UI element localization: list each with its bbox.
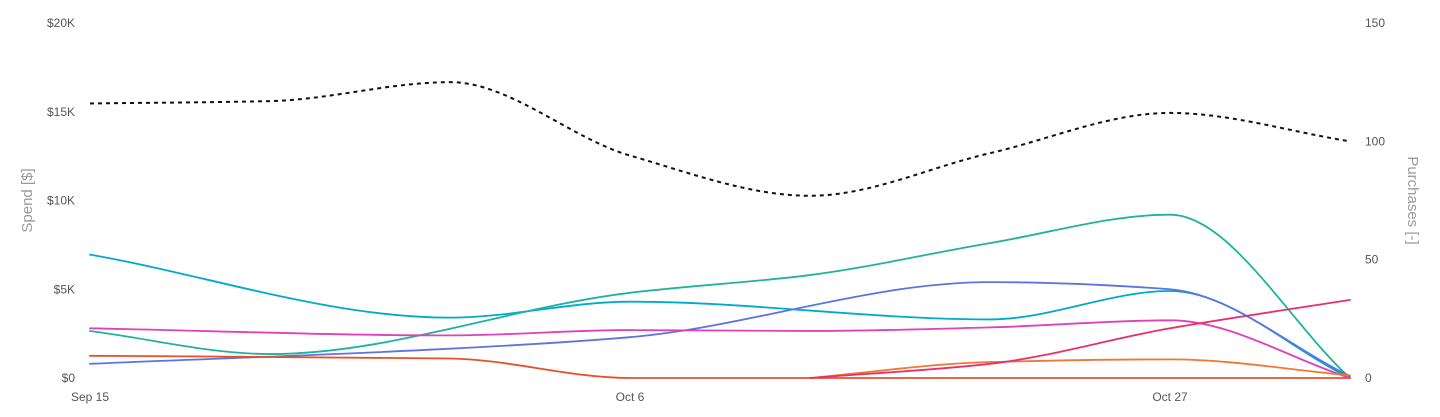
series-line-2: [89, 213, 1351, 379]
x-axis: Sep 15 Oct 6 Oct 27: [71, 390, 1188, 404]
x-tick-label: Sep 15: [71, 390, 109, 404]
left-axis: $0 $5K $10K $15K $20K: [47, 16, 75, 385]
x-tick-label: Oct 27: [1152, 390, 1188, 404]
y-tick-label: $0: [62, 371, 76, 385]
series-line-6: [809, 358, 1351, 379]
y-axis-title: Spend [$]: [19, 168, 36, 232]
y-tick-label: $20K: [47, 16, 75, 30]
y-tick-label: $15K: [47, 105, 75, 119]
series-line-4: [89, 319, 1351, 379]
y2-tick-label: 50: [1365, 253, 1379, 267]
x-tick-label: Oct 6: [616, 390, 645, 404]
y2-tick-label: 100: [1365, 134, 1385, 148]
y-tick-label: $5K: [54, 282, 75, 296]
series-line-1: [89, 253, 1351, 379]
series-line-7: [809, 299, 1351, 379]
y2-tick-label: 150: [1365, 16, 1385, 30]
series-layer: [89, 81, 1351, 379]
right-axis: 0 50 100 150: [1365, 16, 1385, 385]
y2-axis-title: Purchases [-]: [1404, 156, 1421, 244]
series-line-5: [89, 354, 1351, 379]
series-line-8: [89, 81, 1351, 197]
y2-tick-label: 0: [1365, 371, 1372, 385]
y-tick-label: $10K: [47, 194, 75, 208]
series-line-3: [89, 281, 1351, 378]
